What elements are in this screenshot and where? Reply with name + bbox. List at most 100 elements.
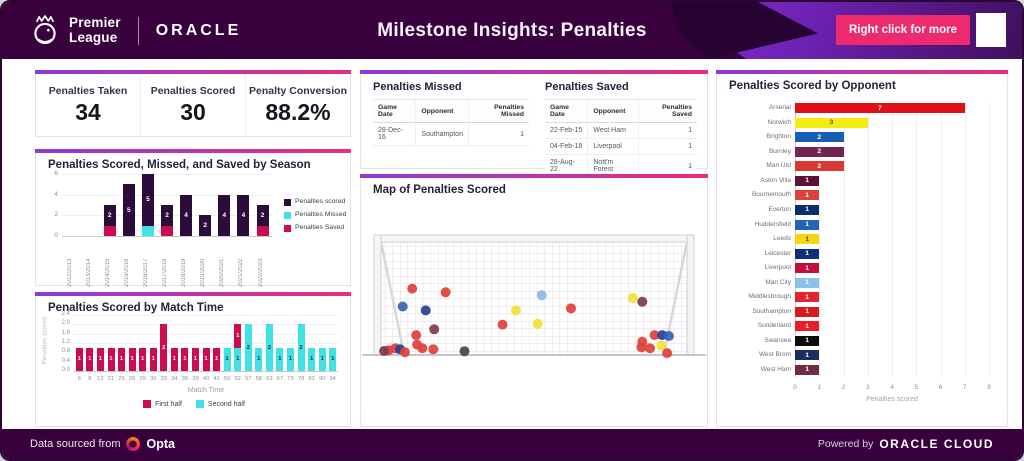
time-bar-segment[interactable]: 2 (297, 324, 305, 371)
time-bar-segment[interactable]: 1 (191, 347, 199, 371)
penalty-dot[interactable] (532, 318, 543, 329)
opponent-bar[interactable]: 1 (795, 190, 820, 201)
season-bar-segment[interactable] (256, 225, 269, 236)
penalty-dot[interactable] (510, 305, 521, 316)
penalty-dot[interactable] (440, 287, 451, 298)
time-bar-segment[interactable]: 1 (223, 347, 231, 371)
season-bar-segment[interactable]: 4 (180, 194, 193, 236)
penalty-dot[interactable] (428, 344, 439, 355)
season-bar-segment[interactable]: 5 (141, 174, 154, 226)
time-bar-segment[interactable]: 1 (234, 324, 242, 348)
opponent-bar[interactable]: 7 (795, 103, 965, 114)
time-bar-segment[interactable]: 1 (318, 347, 326, 371)
time-bar-segment[interactable]: 1 (107, 347, 115, 371)
kpi-card[interactable]: Penalties Taken 34 (36, 75, 140, 136)
opponent-bar[interactable]: 2 (795, 161, 844, 172)
table-cell: 22-Feb-15 (545, 122, 588, 139)
time-bar-segment[interactable]: 1 (287, 347, 294, 371)
opponent-bar[interactable]: 1 (795, 364, 820, 375)
penalty-dot[interactable] (411, 330, 422, 341)
time-bar-segment[interactable]: 1 (149, 347, 157, 371)
legend-label[interactable]: Penalties scored (295, 198, 346, 205)
opponent-bar[interactable]: 3 (795, 117, 868, 128)
time-bar-segment[interactable]: 1 (234, 347, 242, 371)
opponent-bar[interactable]: 1 (795, 350, 820, 361)
brand-block: Premier League ORACLE (30, 2, 241, 59)
penalty-dot[interactable] (649, 330, 660, 341)
opponent-bar[interactable]: 1 (795, 321, 820, 332)
season-bar-segment[interactable]: 2 (103, 205, 116, 226)
opponent-bar[interactable]: 1 (795, 263, 820, 274)
legend-label[interactable]: Penalties Missed (295, 211, 347, 218)
season-bar-segment[interactable]: 5 (122, 184, 135, 236)
time-bar-segment[interactable]: 1 (308, 347, 316, 371)
time-bar-segment[interactable]: 2 (160, 324, 168, 371)
opponent-bar[interactable]: 1 (795, 248, 820, 259)
legend-item[interactable]: Second half (195, 400, 245, 408)
penalty-dot[interactable] (663, 331, 674, 341)
opponent-bar[interactable]: 1 (795, 306, 820, 317)
season-bar-segment[interactable] (161, 225, 173, 236)
penalty-dot[interactable] (417, 343, 428, 354)
season-bar-segment[interactable]: 4 (218, 194, 231, 236)
penalty-dot[interactable] (636, 342, 647, 353)
opponent-bar[interactable]: 2 (795, 146, 844, 157)
table-row[interactable]: 28-Dec-16 Southampton 1 (373, 122, 529, 146)
penalty-dot[interactable] (397, 301, 408, 312)
legend-label[interactable]: Penalties Saved (295, 224, 345, 231)
season-bar-segment[interactable]: 2 (161, 205, 173, 226)
penalty-dot[interactable] (627, 293, 638, 303)
right-click-for-more-button[interactable]: Right click for more (836, 15, 970, 45)
time-bar-segment[interactable]: 1 (276, 347, 284, 371)
time-bar-segment[interactable]: 1 (128, 347, 136, 371)
time-bar-segment[interactable]: 1 (213, 347, 221, 371)
time-bar-segment[interactable]: 1 (329, 347, 337, 371)
kpi-value: 88.2% (265, 99, 331, 125)
penalty-dot[interactable] (566, 303, 576, 314)
opponent-bar[interactable]: 1 (795, 175, 820, 186)
penalty-dot[interactable] (497, 319, 508, 330)
penalty-dot[interactable] (637, 296, 648, 307)
opponent-bar[interactable]: 1 (795, 292, 820, 303)
penalty-dot[interactable] (536, 290, 547, 301)
penalty-dot[interactable] (645, 343, 655, 354)
time-bar-segment[interactable]: 1 (96, 347, 104, 371)
opponent-bar[interactable]: 1 (795, 204, 820, 215)
table-row[interactable]: 22-Feb-15 West Ham 1 (545, 122, 697, 139)
kpi-card[interactable]: Penalty Conversion 88.2% (245, 75, 350, 136)
time-bar-segment[interactable]: 1 (118, 347, 125, 371)
time-bar-segment[interactable]: 1 (170, 347, 178, 371)
season-bar-segment[interactable]: 2 (199, 215, 212, 236)
penalty-dot[interactable] (420, 305, 431, 316)
time-bar-segment[interactable]: 1 (86, 347, 94, 371)
penalty-dot[interactable] (407, 283, 418, 294)
table-row[interactable]: 28-Aug-22 Nott'm Forest 1 (545, 154, 697, 178)
opponent-bar[interactable]: 1 (795, 219, 820, 230)
penalty-dot[interactable] (662, 348, 673, 359)
time-bar-segment[interactable]: 1 (75, 347, 83, 371)
season-bar-segment[interactable] (141, 225, 154, 236)
time-bar-segment[interactable]: 1 (181, 347, 189, 371)
time-bar-segment[interactable]: 1 (202, 347, 210, 371)
penalty-dot[interactable] (379, 346, 390, 356)
opponent-bar[interactable]: 1 (795, 277, 820, 288)
opponent-bar[interactable]: 2 (795, 132, 844, 143)
table-row[interactable]: 04-Feb-18 Liverpool 1 (545, 138, 697, 155)
kpi-card[interactable]: Penalties Scored 30 (140, 75, 245, 136)
penalty-dot[interactable] (459, 346, 470, 357)
legend-item[interactable]: First half (143, 400, 182, 408)
time-bar-segment[interactable]: 1 (255, 347, 263, 371)
penalty-dot[interactable] (399, 347, 410, 358)
time-bar-segment[interactable]: 2 (265, 324, 273, 371)
season-bar-segment[interactable]: 4 (237, 194, 250, 236)
opponent-bar[interactable]: 1 (795, 335, 820, 346)
penalty-dot[interactable] (429, 324, 440, 335)
penalty-dot[interactable] (656, 340, 667, 351)
y-tick-label: 0.8 (61, 348, 70, 355)
opponent-label: Middlesbrough (748, 293, 791, 301)
time-bar-segment[interactable]: 2 (244, 324, 252, 371)
season-bar-segment[interactable] (103, 225, 116, 236)
opponent-bar[interactable]: 1 (795, 234, 820, 244)
time-bar-segment[interactable]: 1 (139, 347, 147, 371)
season-bar-segment[interactable]: 2 (256, 205, 269, 226)
